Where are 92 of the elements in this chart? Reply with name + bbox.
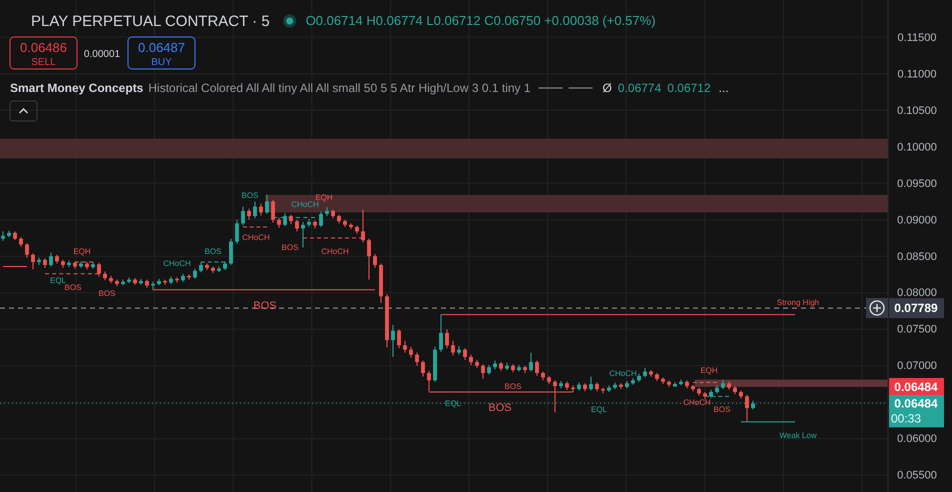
candlestick xyxy=(535,360,539,376)
candlestick xyxy=(301,221,305,248)
candlestick xyxy=(193,268,197,280)
ref-line-label: 0.06484 xyxy=(894,396,938,410)
candlestick xyxy=(289,214,293,225)
candlestick xyxy=(469,354,473,366)
annotation: EQL xyxy=(590,404,608,414)
candlestick xyxy=(25,242,29,258)
annotation: CHoCH xyxy=(163,258,191,268)
annotation: BOS xyxy=(282,242,298,252)
annotation: EQL xyxy=(444,398,462,408)
candlestick xyxy=(409,346,413,358)
candlestick xyxy=(265,194,269,214)
candlestick xyxy=(439,314,443,352)
candlestick xyxy=(229,238,233,266)
candlestick xyxy=(403,340,407,354)
candlestick xyxy=(721,379,725,390)
annotation: Smart Money Concepts xyxy=(10,81,144,95)
candlestick xyxy=(295,219,299,232)
annotation: 0.06486 xyxy=(20,40,67,55)
annotation: CHoCH xyxy=(683,398,711,407)
y-tick-label: 0.07500 xyxy=(897,324,937,336)
annotation: Strong High xyxy=(776,298,820,307)
text: O0.06714 H0.06774 L0.06712 C0.06750 +0.00038 (+0.57%) xyxy=(306,13,656,28)
text: 00:33 xyxy=(890,411,922,426)
y-tick-label: 0.10000 xyxy=(897,141,937,154)
y-tick-label: 0.09500 xyxy=(897,178,937,190)
annotation: ... xyxy=(718,81,729,95)
y-tick-label: 0.08500 xyxy=(897,250,937,263)
annotation: 0.06774 xyxy=(618,81,662,95)
annotation: BOS xyxy=(714,404,730,414)
candlestick xyxy=(487,364,491,375)
candlestick xyxy=(463,348,467,360)
y-tick-label: 0.10500 xyxy=(897,104,937,117)
candlestick xyxy=(643,367,647,378)
annotation: BOS xyxy=(253,300,277,312)
candlestick xyxy=(367,238,371,280)
annotation: BOS xyxy=(504,382,522,391)
annotation: CHoCH xyxy=(242,232,270,242)
candlestick xyxy=(277,217,281,228)
candlestick xyxy=(241,206,245,226)
candlestick xyxy=(259,203,263,216)
y-tick-label: 0.09000 xyxy=(897,214,937,226)
annotation: BOS xyxy=(488,402,512,414)
y-tick-label: 0.11500 xyxy=(898,32,936,44)
annotation: BUY xyxy=(151,57,172,68)
annotation: Weak Low xyxy=(779,430,817,440)
annotation: 0.00001 xyxy=(84,49,121,60)
annotation: Historical Colored All All tiny All All small 50 5 5 Atr High/Low 3 0.1 tiny 1 xyxy=(148,81,531,95)
y-tick-label: 0.08000 xyxy=(897,287,937,300)
annotation: BOS xyxy=(98,288,116,298)
annotation: 0.06712 xyxy=(667,81,711,95)
candlestick xyxy=(319,211,323,228)
annotation: CHoCH xyxy=(609,368,637,378)
annotation: SELL xyxy=(31,57,56,68)
y-tick-label: 0.05500 xyxy=(897,470,937,482)
candlestick xyxy=(589,376,593,392)
annotation: EQL xyxy=(50,276,67,285)
candlestick xyxy=(391,324,395,358)
candlestick xyxy=(31,252,35,270)
candlestick xyxy=(445,328,449,349)
annotation: EQH xyxy=(315,192,333,202)
candlestick xyxy=(235,219,239,244)
y-tick-label: 0.11000 xyxy=(898,68,936,80)
annotation: CHoCH xyxy=(291,200,319,209)
candlestick xyxy=(415,352,419,366)
candlestick xyxy=(43,258,47,268)
annotation: BOS xyxy=(242,190,258,200)
text: PLAY PERPETUAL CONTRACT · 5 xyxy=(31,13,270,30)
y-tick-label: 0.06000 xyxy=(897,433,937,446)
candlestick xyxy=(421,360,425,378)
annotation: EQH xyxy=(73,246,91,256)
y-tick-label: 0.07000 xyxy=(897,360,937,372)
candlestick xyxy=(529,352,533,372)
annotation: Ø xyxy=(602,81,612,95)
candlestick xyxy=(49,252,53,267)
annotation: CHoCH xyxy=(321,246,349,256)
annotation: BOS xyxy=(64,282,82,292)
candlestick xyxy=(247,208,251,220)
annotation: 0.06487 xyxy=(138,40,185,55)
annotation: EQH xyxy=(700,366,718,375)
candlestick xyxy=(397,328,401,349)
candlestick xyxy=(481,364,485,380)
candlestick xyxy=(451,340,455,356)
candlestick xyxy=(373,254,377,268)
candlestick xyxy=(271,200,275,224)
candlestick xyxy=(253,200,257,219)
ref-line-label: 0.07789 xyxy=(894,301,938,316)
text: 0.06484 xyxy=(894,380,938,394)
candlestick xyxy=(745,394,749,422)
annotation: BOS xyxy=(204,246,222,256)
candlestick xyxy=(19,236,23,248)
